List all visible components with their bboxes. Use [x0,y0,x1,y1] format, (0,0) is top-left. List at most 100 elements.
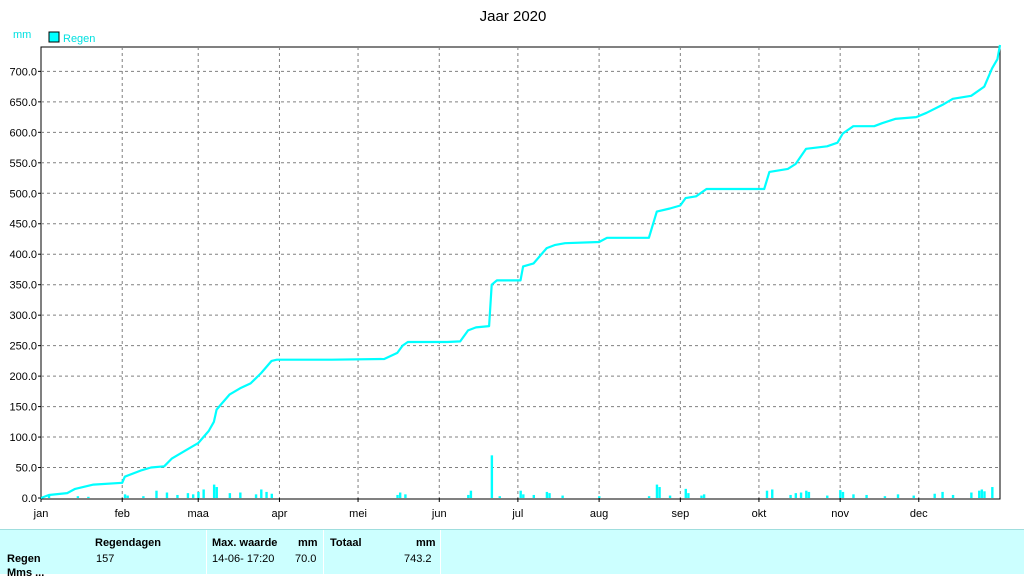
daily-rain-bar [215,487,218,498]
daily-rain-bar [912,495,915,498]
daily-rain-bar [789,494,792,498]
daily-rain-bar [498,496,501,498]
daily-rain-bar [191,494,195,498]
x-tick-label: jan [33,508,49,520]
y-tick-label: 650.0 [9,97,37,109]
daily-rain-bar [142,496,145,498]
x-tick-label: mei [349,508,367,520]
daily-rain-bar [165,492,169,498]
y-tick-label: 550.0 [9,158,37,170]
daily-rain-bar [933,493,936,498]
daily-rain-bar [896,494,900,498]
daily-rain-bar [841,491,845,498]
y-tick-label: 450.0 [9,219,37,231]
y-tick-label: 150.0 [9,402,37,414]
y-tick-label: 250.0 [9,341,37,353]
daily-rain-bar [548,493,551,498]
daily-rain-bar [126,495,129,498]
daily-rain-bar [978,490,981,498]
daily-rain-bar [941,491,944,498]
stats-col-max: Max. waarde mm 14-06- 17:20 70.0 [206,530,324,574]
stats-unit-max: mm [298,537,318,549]
y-tick-label: 400.0 [9,249,37,261]
stats-col-totaal: Totaal mm 743.2 [323,530,441,574]
plot-area [40,46,1001,500]
daily-rain-bar [76,496,80,498]
stats-value-totaal: 743.2 [404,553,432,565]
daily-rain-bar [700,495,703,498]
daily-rain-bar [469,490,473,498]
daily-rain-bar [771,489,774,498]
daily-rain-bars [47,455,994,498]
daily-rain-bar [794,493,798,498]
daily-rain-bar [404,494,407,498]
daily-rain-bar [852,494,855,498]
legend-label-regen: Regen [63,33,95,45]
stats-header-regendagen: Regendagen [95,537,162,549]
x-tick-label: dec [910,508,928,520]
daily-rain-bar [186,493,190,498]
y-tick-label: 300.0 [9,310,37,322]
daily-rain-bar [155,490,158,498]
daily-rain-bar [87,496,90,498]
daily-rain-bar [254,494,258,498]
daily-rain-bar [668,495,672,498]
daily-rain-bar [983,491,986,498]
stats-row-label: Regen [7,553,41,565]
daily-rain-bar [467,494,470,498]
daily-rain-bar [519,490,522,498]
daily-rain-bar [202,489,205,498]
daily-rain-bar [799,492,803,498]
stats-header-totaal: Totaal [330,537,362,549]
x-tick-label: jun [431,508,447,520]
stats-col-regendagen: Regendagen 157 [89,530,207,574]
daily-rain-bar [991,487,994,498]
rain-chart: Jaar 2020 mm Regen 0.0 50.0 100.0 150.0 200.… [9,8,1002,520]
stats-value-max-date: 14-06- 17:20 [212,553,275,565]
daily-rain-bar [265,491,268,498]
daily-rain-bar [212,484,216,498]
daily-rain-bar [123,494,127,498]
stats-row2-label: Mms ... [7,567,45,579]
daily-rain-bar [883,496,887,498]
daily-rain-bar [658,487,661,498]
daily-rain-bar [522,494,525,498]
y-tick-label: 350.0 [9,280,37,292]
x-axis-ticks: jan feb maa apr mei jun jul aug sep okt nov dec [33,498,928,520]
daily-rain-bar [865,494,868,498]
daily-rain-bar [826,495,829,498]
daily-rain-bar [239,492,242,498]
y-axis-unit: mm [13,29,31,41]
y-tick-label: 600.0 [9,127,37,139]
daily-rain-bar [702,494,706,498]
x-tick-label: aug [590,508,608,520]
y-tick-label: 100.0 [9,432,37,444]
daily-rain-bar [47,495,51,498]
daily-rain-bar [532,494,536,498]
daily-rain-bar [647,496,651,498]
daily-rain-bar [980,489,984,498]
stats-value-regendagen: 157 [96,553,115,565]
y-tick-label: 700.0 [9,66,37,78]
daily-rain-bar [839,490,842,498]
daily-rain-bar [687,493,690,498]
x-tick-label: nov [831,508,849,520]
y-axis-ticks: 0.0 50.0 100.0 150.0 200.0 250.0 300.0 350.0 400… [9,66,41,505]
x-tick-label: feb [115,508,130,520]
daily-rain-bar [545,491,549,498]
cumulative-rain-series-line [40,44,1002,500]
daily-rain-bar [970,492,973,498]
daily-rain-bar [561,495,564,498]
daily-rain-bar [260,489,263,498]
chart-title: Jaar 2020 [480,8,547,25]
daily-rain-bar [270,493,273,498]
gridlines [41,47,1000,498]
y-tick-label: 200.0 [9,371,37,383]
daily-rain-bar [197,491,200,498]
y-tick-label: 0.0 [22,493,37,505]
x-tick-label: jul [511,508,523,520]
legend-swatch [48,31,60,43]
stats-header-max: Max. waarde [212,537,278,549]
daily-rain-bar [176,494,179,498]
daily-rain-bar [398,492,402,498]
